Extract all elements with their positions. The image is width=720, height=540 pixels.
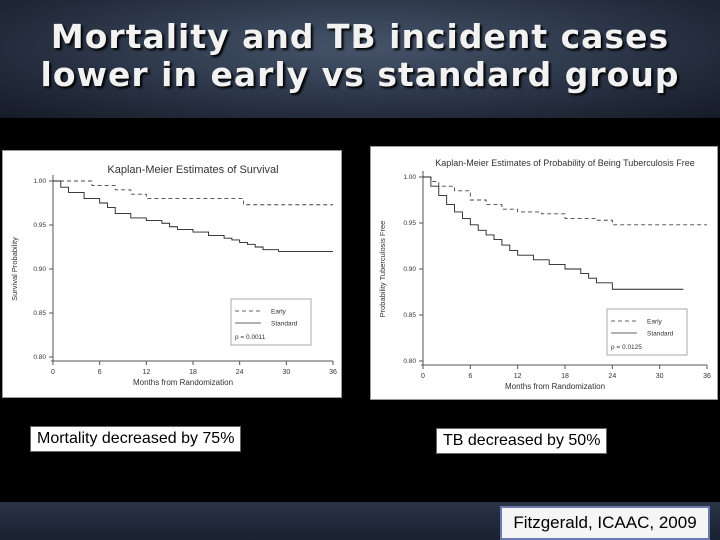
series-line-early <box>53 180 333 206</box>
x-axis-label: Months from Randomization <box>133 378 233 387</box>
y-tick-label: 0.80 <box>33 354 46 361</box>
survival-chart-panel: Kaplan-Meier Estimates of Survival 0 6 12 18… <box>2 150 342 398</box>
y-tick-label: 0.95 <box>403 220 416 227</box>
x-tick-label: 6 <box>468 373 472 380</box>
y-tick-label: 0.90 <box>33 266 46 273</box>
x-tick-label: 24 <box>608 373 616 380</box>
survival-chart: Kaplan-Meier Estimates of Survival 0 6 12 18… <box>10 164 337 387</box>
x-tick-label: 12 <box>142 369 150 376</box>
x-tick-label: 24 <box>236 369 244 376</box>
y-tick-label: 1.00 <box>403 174 416 181</box>
x-tick-label: 12 <box>514 373 522 380</box>
p-value-annotation: p = 0.0011 <box>235 334 266 341</box>
legend-box <box>606 308 688 356</box>
legend-entry: Early <box>271 309 287 316</box>
x-tick-label: 6 <box>98 369 102 376</box>
y-axis-label: Probability Tuberculosis Free <box>378 221 387 318</box>
tb-free-chart-panel: Kaplan-Meier Estimates of Probability of… <box>370 146 718 400</box>
y-tick-label: 0.85 <box>403 312 416 319</box>
series-line-standard <box>423 176 684 290</box>
x-tick-label: 18 <box>561 373 569 380</box>
y-tick-label: 0.85 <box>33 310 46 317</box>
y-tick-label: 0.90 <box>403 266 416 273</box>
x-tick-label: 30 <box>656 373 664 380</box>
x-tick-label: 30 <box>282 369 290 376</box>
slide-title-line2: lower in early vs standard group <box>40 55 680 94</box>
legend-entry: Early <box>647 319 663 326</box>
x-axis-label: Months from Randomization <box>505 382 605 391</box>
x-tick-label: 18 <box>189 369 197 376</box>
tb-caption: TB decreased by 50% <box>436 428 608 454</box>
series-line-early <box>423 176 707 226</box>
x-tick-label: 36 <box>329 369 337 376</box>
legend-entry: Standard <box>271 321 298 328</box>
x-tick-label: 0 <box>51 369 55 376</box>
mortality-caption: Mortality decreased by 75% <box>30 426 242 452</box>
p-value-annotation: p = 0.0125 <box>611 344 642 351</box>
x-tick-label: 36 <box>703 373 711 380</box>
slide-title-line1: Mortality and TB incident cases <box>50 17 670 56</box>
series-line-standard <box>53 180 333 252</box>
slide-title: Mortality and TB incident cases lower in… <box>0 18 720 94</box>
y-tick-label: 1.00 <box>33 178 46 185</box>
tb-free-chart: Kaplan-Meier Estimates of Probability of… <box>378 158 711 391</box>
citation: Fitzgerald, ICAAC, 2009 <box>500 506 710 540</box>
legend-entry: Standard <box>647 331 674 338</box>
y-axis-label: Survival Probability <box>10 237 19 301</box>
legend-box <box>230 298 312 346</box>
chart-title: Kaplan-Meier Estimates of Survival <box>107 164 278 176</box>
title-banner <box>0 0 720 118</box>
y-tick-label: 0.95 <box>33 222 46 229</box>
chart-title: Kaplan-Meier Estimates of Probability of… <box>435 158 695 168</box>
x-tick-label: 0 <box>421 373 425 380</box>
y-tick-label: 0.80 <box>403 358 416 365</box>
